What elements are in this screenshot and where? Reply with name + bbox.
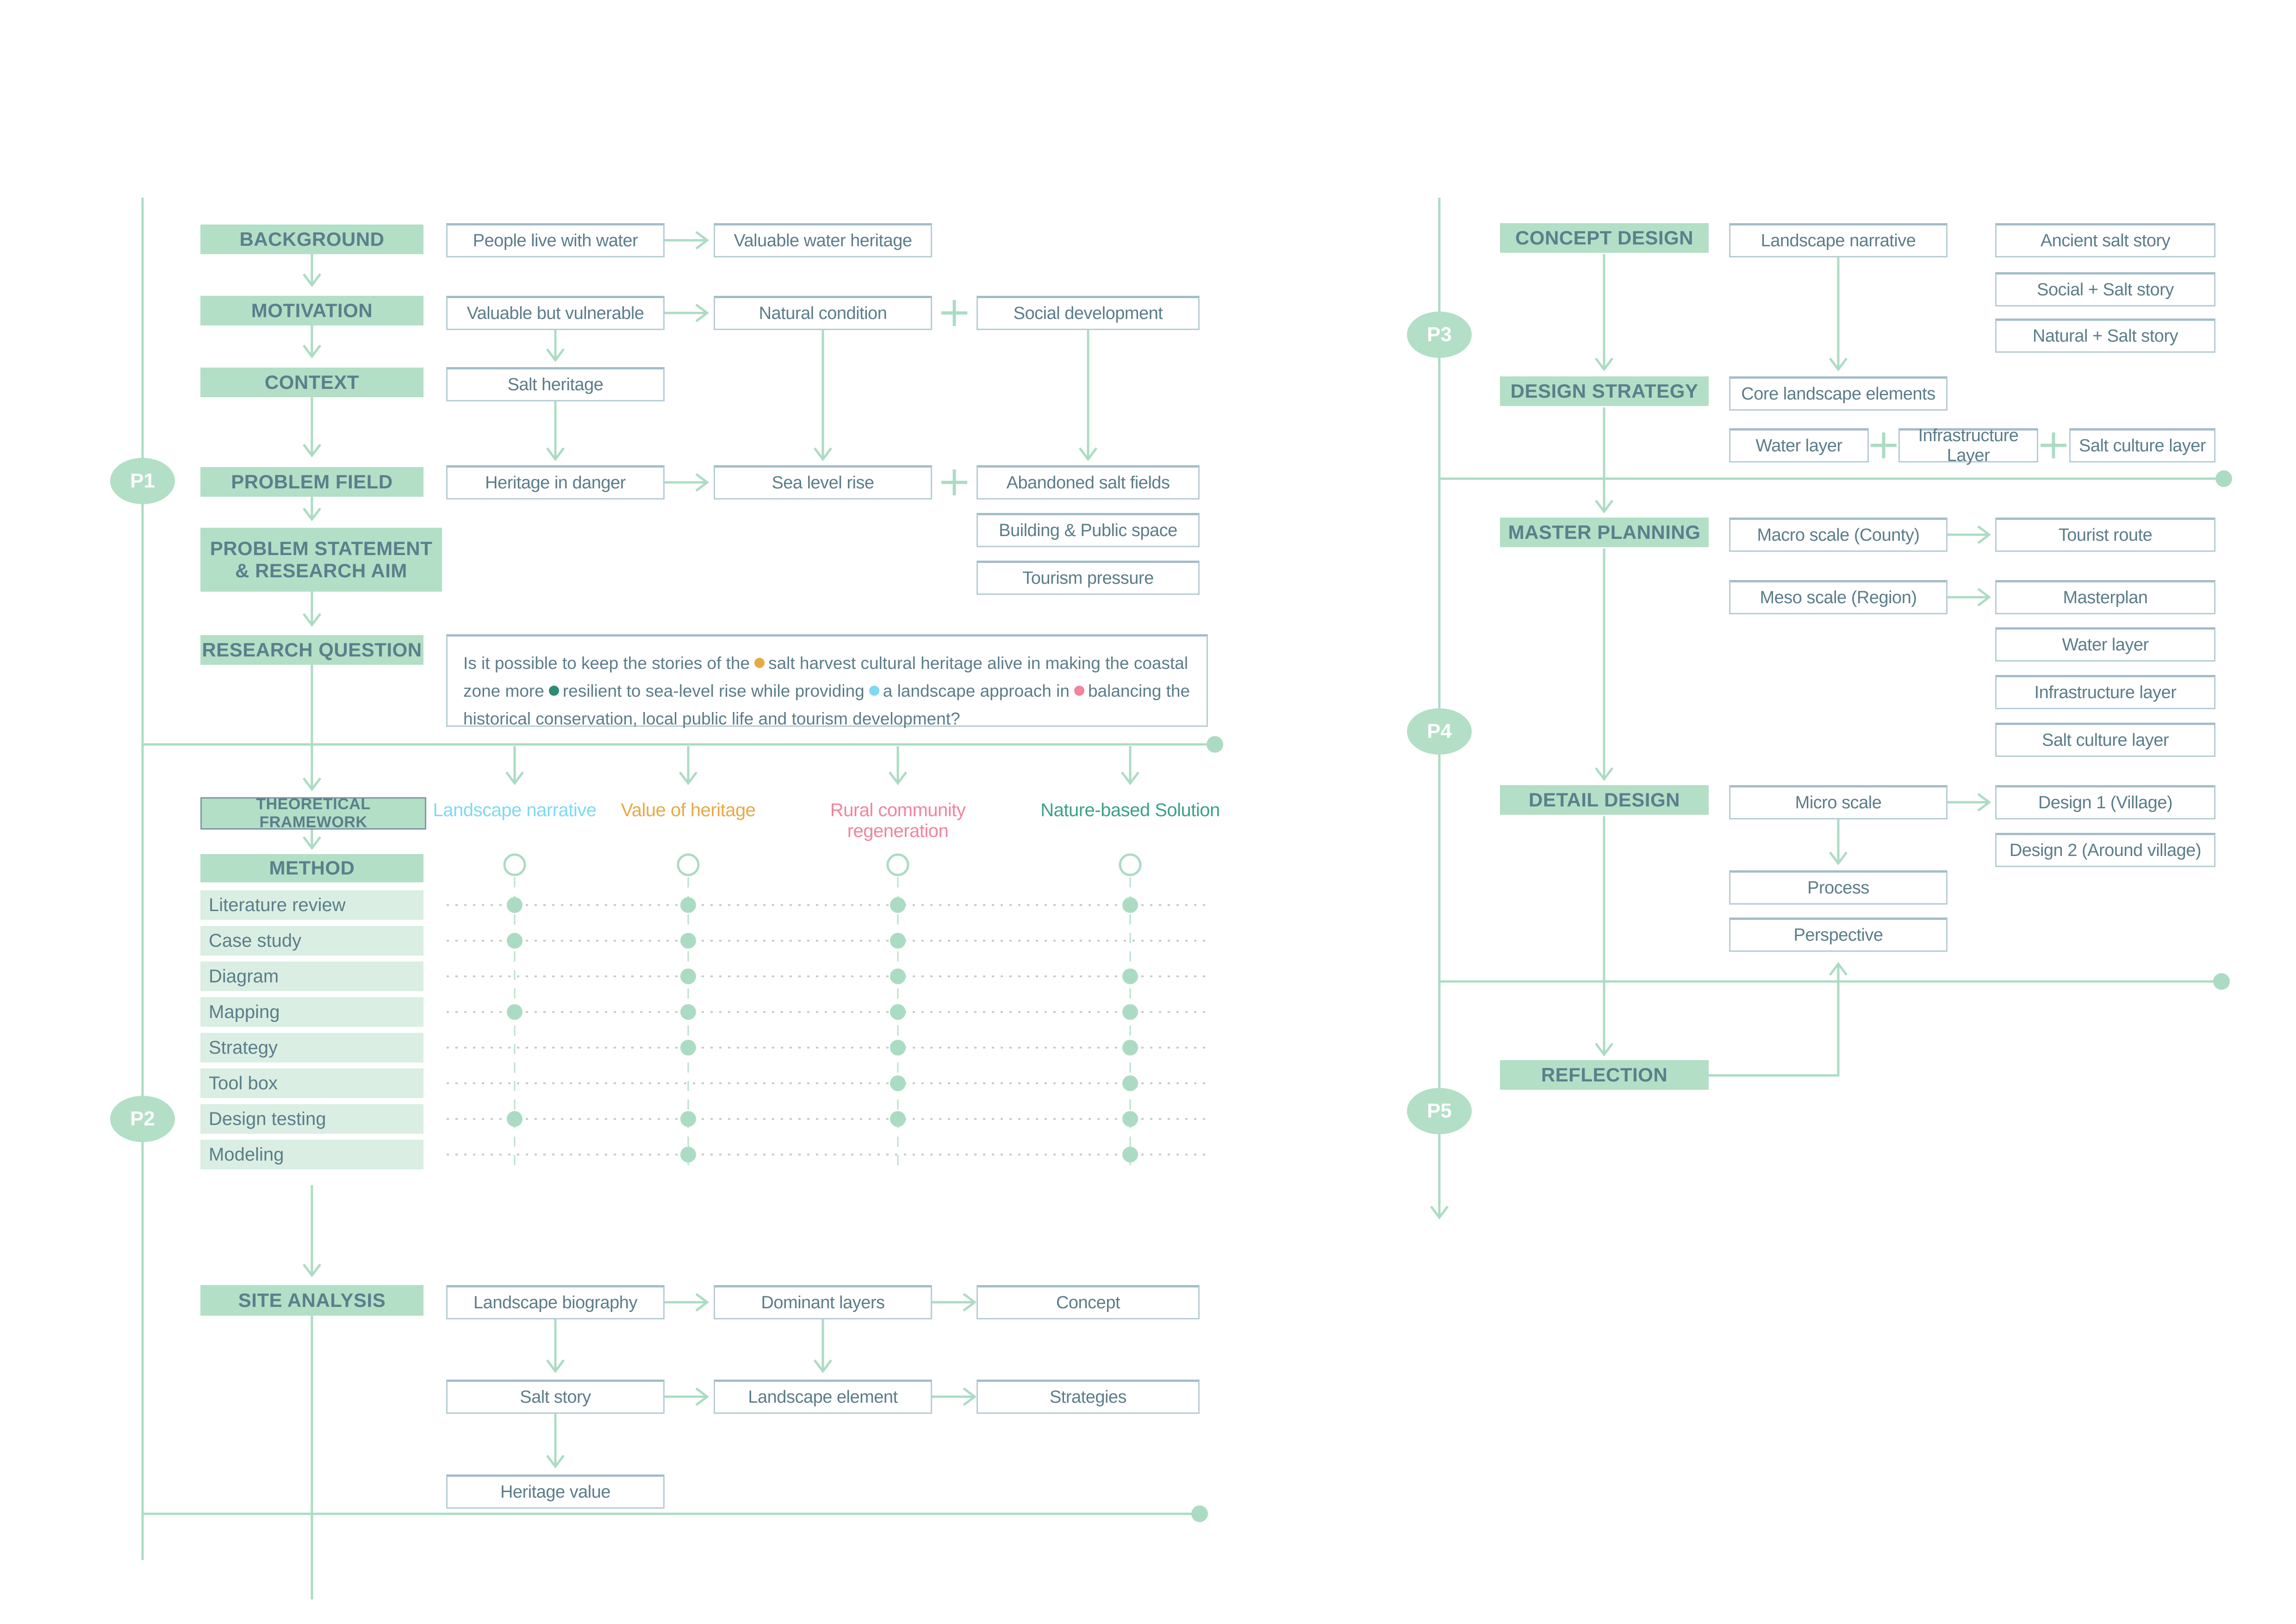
header-problem-statement: PROBLEM STATEMENT & RESEARCH AIM [200, 528, 442, 592]
flow-box-micro-scale: Micro scale [1729, 785, 1948, 819]
flow-box-landscape-biography: Landscape biography [446, 1285, 665, 1319]
header-theoretical-framework: THEORETICAL FRAMEWORK [200, 795, 426, 831]
plus-icon [941, 300, 2066, 495]
divider-end-dot [1191, 470, 2232, 1522]
flow-box-design-1-village: Design 1 (Village) [1995, 785, 2215, 819]
header-design-strategy: DESIGN STRATEGY [1500, 376, 1709, 406]
flow-box-tourism-pressure: Tourism pressure [977, 561, 1200, 595]
phase-node-p2: P2 [110, 1096, 175, 1142]
method-row-tool-box: Tool box [200, 1068, 423, 1098]
header-research-question: RESEARCH QUESTION [200, 635, 423, 665]
header-concept-design: CONCEPT DESIGN [1500, 223, 1709, 253]
topic-color-dot [754, 658, 765, 668]
theory-label-landscape-narrative: Landscape narrative [433, 800, 597, 820]
flow-box-infrastructure-layer-strategy: Infrastructure Layer [1898, 426, 2038, 465]
flow-box-heritage-in-danger: Heritage in danger [446, 465, 665, 500]
phase-node-p3: P3 [1407, 312, 1472, 358]
flow-box-masterplan: Masterplan [1995, 580, 2215, 614]
header-master-planning: MASTER PLANNING [1500, 518, 1709, 547]
flow-box-valuable-water-heritage: Valuable water heritage [714, 223, 932, 257]
flow-box-tourist-route: Tourist route [1995, 518, 2215, 552]
flow-box-macro-scale: Macro scale (County) [1729, 518, 1948, 552]
header-background: BACKGROUND [200, 225, 423, 254]
theory-label-nature-based-solution: Nature-based Solution [1040, 800, 1220, 820]
flow-box-social-salt-story: Social + Salt story [1995, 272, 2215, 306]
flow-box-infrastructure-layer: Infrastructure layer [1995, 675, 2215, 709]
method-matrix-dots [507, 897, 1138, 1162]
method-row-strategy: Strategy [200, 1033, 423, 1062]
method-row-modeling: Modeling [200, 1140, 423, 1169]
method-row-design-testing: Design testing [200, 1104, 423, 1134]
flow-box-salt-heritage: Salt heritage [446, 367, 665, 401]
flow-box-water-layer-strategy: Water layer [1729, 428, 1869, 462]
method-row-diagram: Diagram [200, 962, 423, 991]
flow-box-landscape-narrative: Landscape narrative [1729, 223, 1948, 257]
flow-box-sea-level-rise: Sea level rise [714, 465, 932, 500]
method-matrix-grid [447, 853, 1208, 1171]
flow-box-water-layer: Water layer [1995, 627, 2215, 662]
header-motivation: MOTIVATION [200, 296, 423, 325]
flow-box-abandoned-salt-fields: Abandoned salt fields [977, 465, 1200, 500]
header-problem-field: PROBLEM FIELD [200, 467, 423, 497]
method-row-mapping: Mapping [200, 997, 423, 1027]
flow-box-natural-condition: Natural condition [714, 296, 932, 330]
flow-box-meso-scale: Meso scale (Region) [1729, 580, 1948, 614]
reflection-feedback-loop [1709, 962, 1848, 1077]
flow-box-natural-salt-story: Natural + Salt story [1995, 319, 2215, 353]
flow-box-salt-culture-layer: Salt culture layer [1995, 723, 2215, 757]
header-method: METHOD [200, 854, 423, 882]
phase-node-p4: P4 [1407, 708, 1472, 755]
flow-box-core-landscape-elements: Core landscape elements [1729, 376, 1948, 411]
flow-box-salt-culture-layer-strategy: Salt culture layer [2069, 428, 2215, 462]
header-reflection: REFLECTION [1500, 1060, 1709, 1090]
flow-box-valuable-but-vulnerable: Valuable but vulnerable [446, 296, 665, 330]
flow-box-landscape-element: Landscape element [714, 1380, 932, 1414]
phase-node-p1: P1 [110, 458, 175, 504]
flow-box-social-development: Social development [977, 296, 1200, 330]
method-row-literature-review: Literature review [200, 890, 423, 920]
flow-box-perspective: Perspective [1729, 918, 1948, 952]
phase-node-p5: P5 [1407, 1088, 1472, 1134]
flow-box-process: Process [1729, 870, 1948, 905]
flow-box-ancient-salt-story: Ancient salt story [1995, 223, 2215, 257]
research-question-text: Is it possible to keep the stories of th… [446, 634, 1208, 728]
header-context: CONTEXT [200, 368, 423, 397]
theory-label-rural-community-regeneration: Rural community regeneration [830, 800, 966, 841]
header-detail-design: DETAIL DESIGN [1500, 785, 1709, 815]
flow-box-strategies: Strategies [977, 1380, 1200, 1414]
flow-box-design-2-around-village: Design 2 (Around village) [1995, 833, 2215, 867]
topic-color-dot [1074, 686, 1084, 696]
flow-box-people-live-with-water: People live with water [446, 223, 665, 257]
topic-color-dot [869, 686, 879, 696]
flow-box-concept: Concept [977, 1285, 1200, 1319]
flow-box-building-public-space: Building & Public space [977, 513, 1200, 547]
topic-color-dot [548, 686, 559, 696]
method-row-case-study: Case study [200, 926, 423, 956]
flow-box-salt-story: Salt story [446, 1380, 665, 1414]
theory-label-value-of-heritage: Value of heritage [621, 800, 756, 820]
flow-box-dominant-layers: Dominant layers [714, 1285, 932, 1319]
flow-box-heritage-value: Heritage value [446, 1474, 665, 1509]
header-site-analysis: SITE ANALYSIS [200, 1285, 423, 1316]
